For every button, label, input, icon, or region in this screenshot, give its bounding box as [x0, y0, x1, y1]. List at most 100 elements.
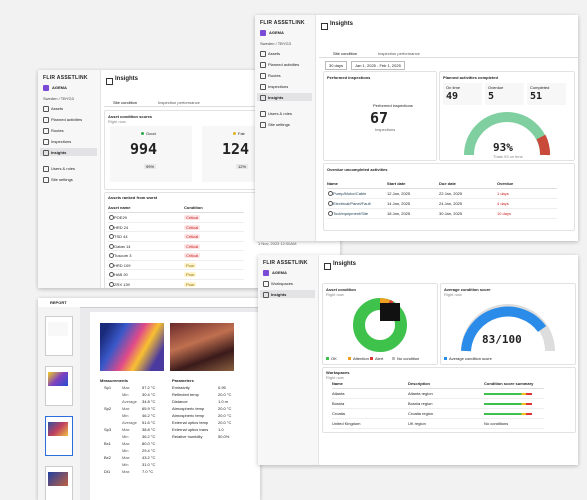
nav-label[interactable]: Routes	[268, 73, 281, 78]
nav-label[interactable]: Assets	[51, 106, 64, 111]
table-cell: POE29	[114, 215, 127, 220]
nav-item[interactable]	[40, 148, 97, 156]
tab[interactable]: Site condition	[333, 51, 358, 56]
nav-icon	[260, 122, 266, 128]
stat-box	[443, 83, 482, 105]
column-header: Due date	[439, 181, 456, 186]
parameter-value: 0.95	[218, 385, 226, 390]
nav-label[interactable]: Routes	[51, 128, 64, 133]
stat-box	[527, 83, 566, 105]
table-title: Assets ranked from worst	[108, 195, 158, 200]
parameter-name: Reflected temp	[172, 392, 199, 397]
breadcrumb[interactable]: Sweden / TBYG3	[260, 41, 291, 46]
card	[440, 283, 576, 365]
measurement-kind: Max	[122, 469, 130, 474]
legend-label: Attention	[353, 356, 369, 361]
row-rule	[108, 240, 244, 241]
nav-label[interactable]: Insights	[51, 150, 67, 155]
table-cell: 24 Jan, 2025	[439, 201, 462, 206]
nav-label[interactable]: Assets	[268, 51, 281, 56]
nav-label[interactable]: Users & roles	[268, 111, 293, 116]
score-badge: 99%	[144, 164, 157, 169]
measurement-id: Bx1	[104, 441, 111, 446]
parameter-value: 20.0 °C	[218, 392, 232, 397]
nav-label[interactable]: Site settings	[268, 122, 290, 127]
tab[interactable]: Inspection performance	[158, 100, 200, 105]
score-bar	[484, 413, 532, 415]
parameter-value: 50.0%	[218, 434, 230, 439]
tab[interactable]: Inspection performance	[378, 51, 420, 58]
breadcrumb[interactable]: Sweden / TBYG3	[43, 96, 74, 101]
cell-text: Tool/equipment/Site	[333, 211, 369, 216]
range[interactable]: Jan 1, 2025 - Feb 1, 2025	[351, 61, 405, 70]
section-title: Measurements	[100, 378, 129, 383]
nav-label[interactable]: Insights	[271, 292, 287, 297]
score-dot	[233, 132, 236, 135]
cell-text: Poor	[184, 272, 197, 277]
org-icon	[43, 85, 49, 91]
score-bar	[484, 393, 532, 395]
nav-label[interactable]: Planned activities	[51, 117, 83, 122]
nav-label[interactable]: Inspections	[51, 139, 72, 144]
table-cell: Gatan 14	[114, 244, 130, 249]
score-label: Fair	[238, 131, 245, 136]
parameter-value: 20.0 °C	[218, 406, 232, 411]
cell-text: HAB 20	[114, 272, 128, 277]
nav-label[interactable]: Inspections	[268, 84, 289, 89]
table-cell: Atlanta	[332, 391, 344, 396]
cell-text: Bosnia	[332, 401, 345, 406]
inspections-label: Performed inspections	[373, 103, 413, 108]
table-title: Workspaces	[326, 370, 350, 375]
window-report: REPORT Measurements Parameters Sp1 Max 57.2 °…	[38, 298, 260, 500]
measurement-id: Sp3	[104, 427, 112, 432]
nav-label[interactable]: Planned activities	[268, 62, 300, 67]
row-icon	[109, 253, 114, 258]
parameter-value: 1.0	[218, 427, 224, 432]
row-icon	[328, 201, 333, 206]
nav-icon	[43, 139, 49, 145]
brand: FLIR ASSETLINK	[43, 75, 88, 81]
nav-icon	[43, 117, 49, 123]
nav-label[interactable]: Insights	[268, 95, 284, 100]
score-value: 83/100	[482, 333, 522, 346]
column-header: Name	[327, 181, 338, 186]
inspections-unit: Inspections	[375, 127, 396, 132]
table-cell: Critical	[184, 253, 201, 258]
cell-text: HRD 109	[114, 262, 131, 268]
legend-label: Average condition score	[449, 356, 492, 361]
cell-text: Critical	[184, 215, 201, 220]
row-icon	[109, 234, 114, 239]
table-cell: 10 days	[497, 211, 511, 216]
graphic	[353, 298, 407, 352]
row-icon	[328, 211, 333, 216]
table-cell: HRD 24	[114, 225, 128, 230]
table-cell: Pump/Motor/Cable	[333, 191, 366, 196]
window-workspaces: FLIR ASSETLINK AGEMA Workspaces Insights Ins…	[258, 255, 578, 465]
nav-label[interactable]: Users & roles	[51, 166, 76, 171]
title-icon	[321, 23, 328, 30]
nav-label[interactable]: Site settings	[51, 177, 73, 182]
measurement-value: 30.4 °C	[142, 392, 156, 397]
cell-text: 1 days	[497, 191, 509, 196]
filter[interactable]: 30 days	[325, 61, 348, 70]
card-title: Asset condition	[326, 287, 357, 292]
parameter-value: 1.0 m	[218, 399, 229, 404]
brand: FLIR ASSETLINK	[260, 20, 305, 26]
cell-text: Poor	[184, 281, 197, 287]
parameter-name: Distance	[172, 399, 188, 404]
column-header: Asset name	[108, 205, 131, 210]
nav-item[interactable]	[257, 93, 312, 101]
parameter-value: 20.0 °C	[218, 413, 232, 418]
row-icon	[109, 262, 114, 268]
nav-item[interactable]	[260, 290, 315, 298]
table-cell: Tool/equipment/Site	[333, 211, 368, 216]
gauge-value: 93%	[493, 141, 513, 154]
row-icon	[109, 272, 114, 277]
tab[interactable]: Site condition	[113, 100, 138, 107]
score-value: 124	[222, 140, 250, 158]
card-sub: Right now	[326, 292, 344, 297]
gauge-caption: Thats 93 on time	[493, 154, 523, 159]
nav-label[interactable]: Workspaces	[271, 281, 293, 286]
table-cell: Poor	[184, 272, 197, 277]
